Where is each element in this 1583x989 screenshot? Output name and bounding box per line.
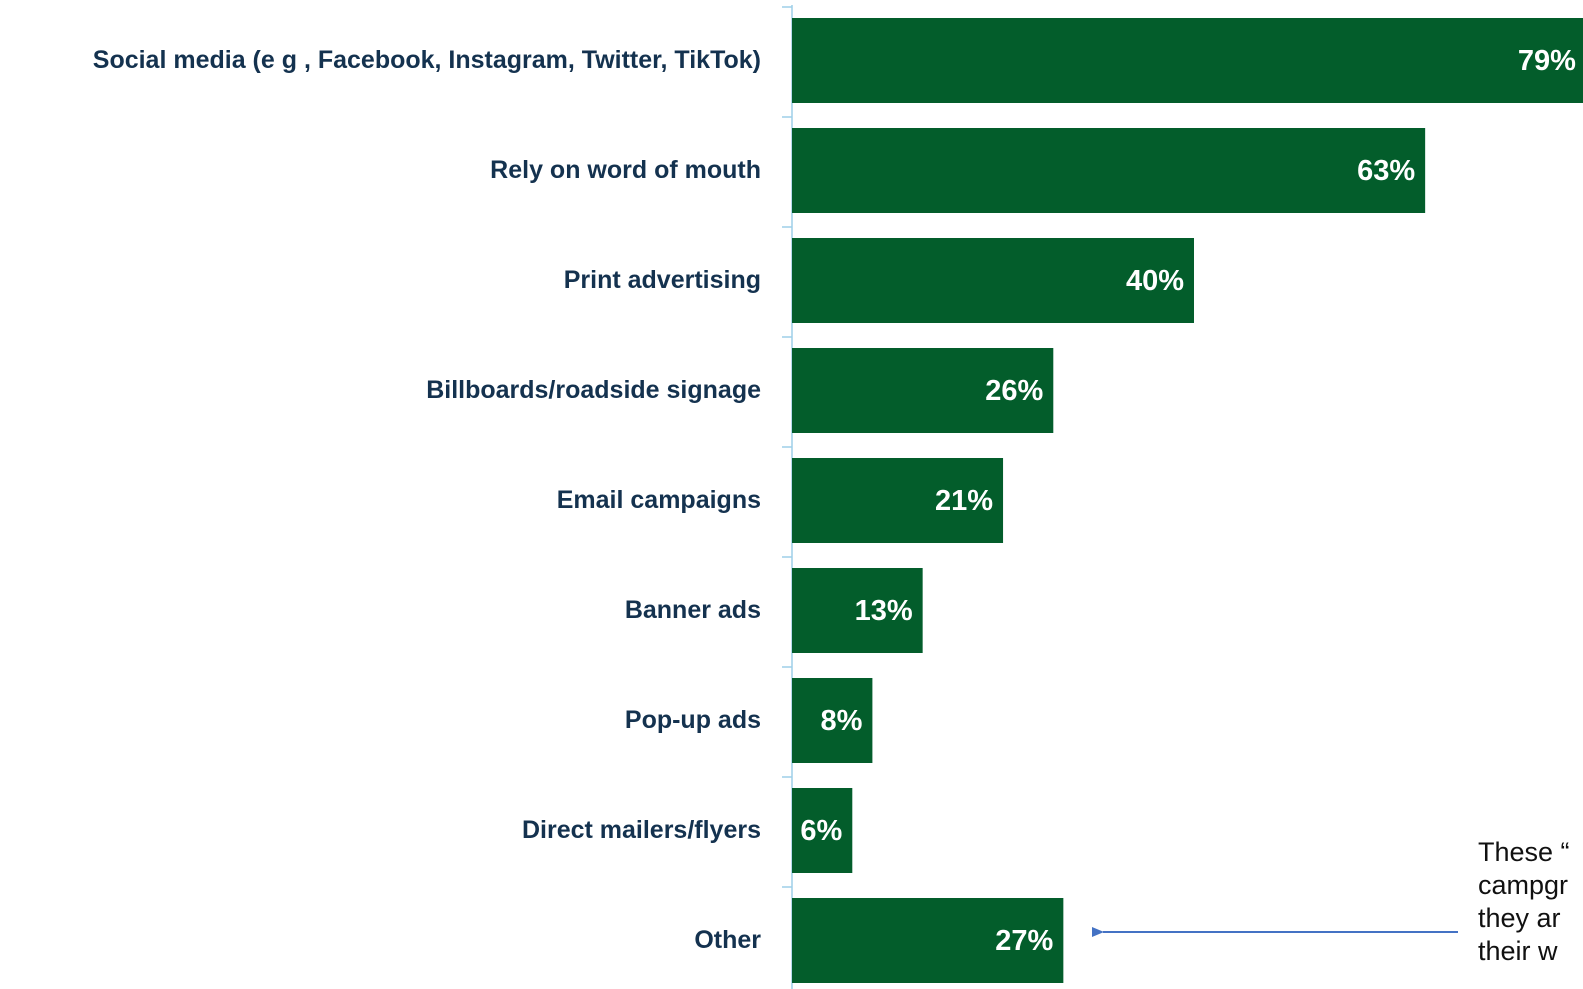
category-label-billboards-roadside-signage: Billboards/roadside signage [426, 376, 761, 404]
bar-billboards-roadside-signage [792, 348, 1054, 433]
data-label-pop-up-ads: 8% [820, 705, 862, 737]
category-label-rely-on-word-of-mouth: Rely on word of mouth [490, 156, 761, 184]
data-label-email-campaigns: 21% [935, 485, 993, 517]
category-axis [782, 5, 793, 989]
category-label-direct-mailers-flyers: Direct mailers/flyers [522, 816, 761, 844]
bar-print-advertising [792, 238, 1194, 323]
category-labels: Social media (e g , Facebook, Instagram,… [93, 46, 761, 954]
data-label-direct-mailers-flyers: 6% [800, 815, 842, 847]
value-labels: 79% 63% 40% 26% 21% 13% 8% 6% 27% [800, 45, 1576, 957]
data-label-banner-ads: 13% [855, 595, 913, 627]
data-label-rely-on-word-of-mouth: 63% [1357, 155, 1415, 187]
bar-banner-ads [792, 568, 923, 653]
annotation-line-1: These “ [1478, 837, 1570, 867]
bar-email-campaigns [792, 458, 1004, 543]
data-label-other: 27% [995, 925, 1053, 957]
data-label-billboards-roadside-signage: 26% [985, 375, 1043, 407]
data-label-social-media-e-g-facebook-inst: 79% [1518, 45, 1576, 77]
category-label-print-advertising: Print advertising [564, 266, 761, 294]
annotation-line-4: their w [1478, 936, 1558, 966]
annotation-line-2: campgr [1478, 870, 1569, 900]
bar-rely-on-word-of-mouth [792, 128, 1426, 213]
category-label-other: Other [694, 926, 761, 954]
bar-social-media-e-g-facebook-inst [792, 18, 1583, 103]
bar-pop-up-ads [792, 678, 873, 763]
bar-other [792, 898, 1064, 983]
category-label-banner-ads: Banner ads [625, 596, 761, 624]
bars-group [792, 18, 1583, 983]
bar-direct-mailers-flyers [792, 788, 853, 873]
data-label-print-advertising: 40% [1126, 265, 1184, 297]
annotation-line-3: they ar [1478, 903, 1561, 933]
category-label-email-campaigns: Email campaigns [557, 486, 761, 514]
annotation-text: These “ campgr they ar their w [1478, 836, 1583, 989]
category-label-pop-up-ads: Pop-up ads [625, 706, 761, 734]
category-label-social-media-e-g-facebook-inst: Social media (e g , Facebook, Instagram,… [93, 46, 761, 74]
